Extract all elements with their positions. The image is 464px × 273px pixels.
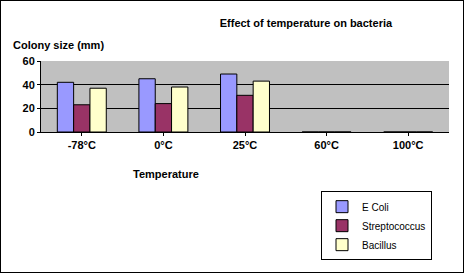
- svg-text:60°C: 60°C: [314, 139, 339, 151]
- svg-text:60: 60: [23, 55, 35, 67]
- svg-text:25°C: 25°C: [233, 139, 258, 151]
- svg-text:Bacillus: Bacillus: [362, 240, 396, 251]
- svg-text:0°C: 0°C: [154, 139, 173, 151]
- svg-text:Streptococcus: Streptococcus: [362, 221, 425, 232]
- svg-text:0: 0: [29, 126, 35, 138]
- svg-text:100°C: 100°C: [393, 139, 424, 151]
- svg-text:40: 40: [23, 79, 35, 91]
- svg-text:Colony size (mm): Colony size (mm): [13, 39, 104, 51]
- svg-text:Temperature: Temperature: [133, 168, 199, 180]
- svg-text:E Coli: E Coli: [362, 202, 389, 213]
- svg-text:20: 20: [23, 102, 35, 114]
- svg-text:Effect of temperature on bacte: Effect of temperature on bacteria: [220, 17, 393, 29]
- svg-text:-78°C: -78°C: [68, 139, 96, 151]
